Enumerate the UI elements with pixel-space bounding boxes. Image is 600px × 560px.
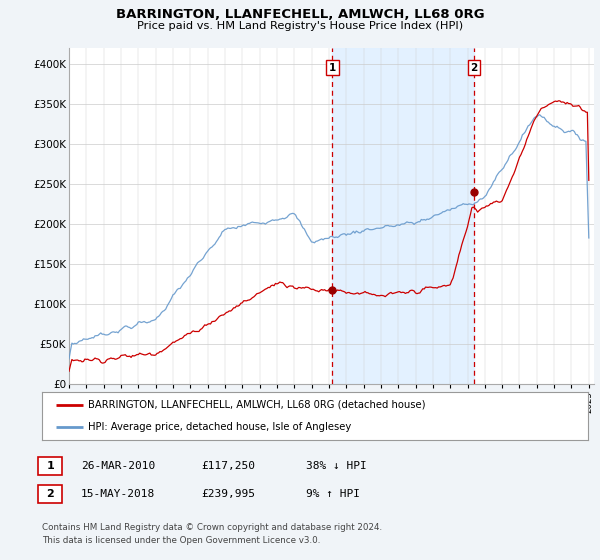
Text: 15-MAY-2018: 15-MAY-2018 xyxy=(81,489,155,499)
Text: 9% ↑ HPI: 9% ↑ HPI xyxy=(306,489,360,499)
Text: BARRINGTON, LLANFECHELL, AMLWCH, LL68 0RG (detached house): BARRINGTON, LLANFECHELL, AMLWCH, LL68 0R… xyxy=(88,400,426,410)
Text: £239,995: £239,995 xyxy=(201,489,255,499)
Text: 2: 2 xyxy=(47,489,54,499)
Text: This data is licensed under the Open Government Licence v3.0.: This data is licensed under the Open Gov… xyxy=(42,536,320,545)
Text: Contains HM Land Registry data © Crown copyright and database right 2024.: Contains HM Land Registry data © Crown c… xyxy=(42,523,382,532)
Text: 1: 1 xyxy=(329,63,336,73)
Text: HPI: Average price, detached house, Isle of Anglesey: HPI: Average price, detached house, Isle… xyxy=(88,422,352,432)
Text: 1: 1 xyxy=(47,461,54,471)
Text: BARRINGTON, LLANFECHELL, AMLWCH, LL68 0RG: BARRINGTON, LLANFECHELL, AMLWCH, LL68 0R… xyxy=(116,8,484,21)
Text: £117,250: £117,250 xyxy=(201,461,255,471)
Text: 26-MAR-2010: 26-MAR-2010 xyxy=(81,461,155,471)
Text: Price paid vs. HM Land Registry's House Price Index (HPI): Price paid vs. HM Land Registry's House … xyxy=(137,21,463,31)
Text: 38% ↓ HPI: 38% ↓ HPI xyxy=(306,461,367,471)
Text: 2: 2 xyxy=(470,63,478,73)
Bar xyxy=(332,48,474,384)
